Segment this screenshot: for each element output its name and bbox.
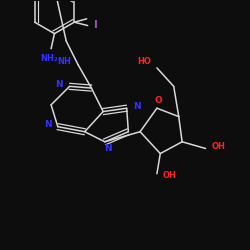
Text: OH: OH: [212, 142, 225, 151]
Text: OH: OH: [163, 171, 176, 180]
Text: N: N: [133, 102, 140, 111]
Text: N: N: [104, 144, 112, 153]
Text: NH₂: NH₂: [40, 54, 58, 63]
Text: N: N: [55, 80, 63, 89]
Text: HO: HO: [137, 57, 151, 66]
Text: NH: NH: [58, 57, 71, 66]
Text: I: I: [94, 20, 98, 30]
Text: N: N: [44, 120, 52, 130]
Text: O: O: [155, 96, 162, 105]
